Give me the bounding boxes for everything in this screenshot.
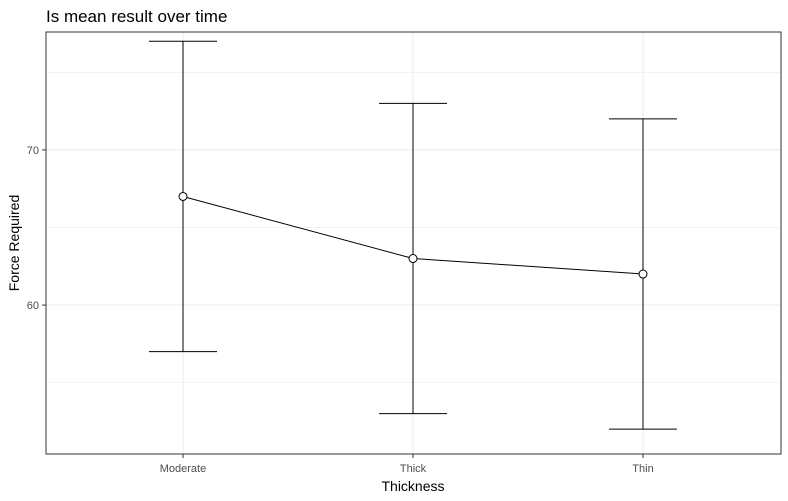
y-axis-ticks: 60 70	[27, 145, 46, 312]
data-point-thin	[638, 269, 648, 279]
y-tick-label: 60	[27, 300, 39, 312]
data-points	[178, 191, 648, 279]
y-tick-label: 70	[27, 145, 39, 157]
data-point-moderate	[178, 191, 188, 201]
chart-title: Is mean result over time	[46, 7, 227, 26]
data-point-thick	[408, 254, 418, 264]
x-tick-label: Moderate	[160, 463, 206, 475]
x-tick-label: Thin	[632, 463, 653, 475]
x-axis-ticks: Moderate Thick Thin	[160, 454, 654, 475]
y-axis-label: Force Required	[6, 195, 22, 292]
x-axis-label: Thickness	[381, 478, 444, 494]
x-tick-label: Thick	[400, 463, 427, 475]
